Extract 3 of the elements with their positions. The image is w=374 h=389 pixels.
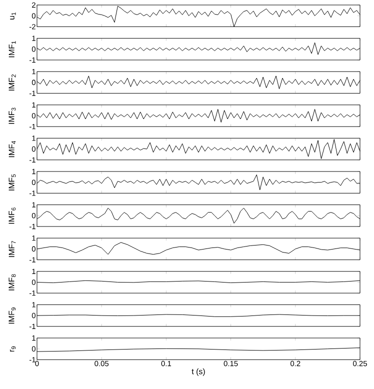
line-series <box>36 76 360 90</box>
line-series <box>36 108 360 123</box>
line-series <box>36 139 360 160</box>
